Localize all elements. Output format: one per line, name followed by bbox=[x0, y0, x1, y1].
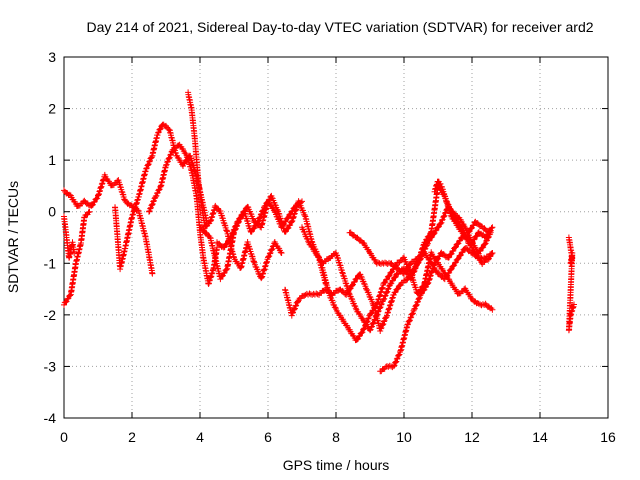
x-tick-label: 6 bbox=[264, 429, 272, 445]
x-tick-labels: 0 2 4 6 8 10 12 14 16 bbox=[60, 429, 616, 445]
series-track-11 bbox=[319, 249, 496, 344]
chart-title: Day 214 of 2021, Sidereal Day-to-day VTE… bbox=[86, 19, 593, 35]
point-markers bbox=[146, 141, 220, 287]
series-track-6 bbox=[185, 89, 285, 282]
point-markers bbox=[185, 89, 285, 282]
axis-ticks bbox=[63, 56, 609, 419]
x-tick-label: 16 bbox=[600, 429, 616, 445]
y-tick-label: 0 bbox=[48, 204, 56, 220]
y-tick-label: 3 bbox=[48, 49, 56, 65]
y-tick-label: -1 bbox=[44, 255, 57, 271]
series-track-12 bbox=[346, 229, 496, 283]
point-markers bbox=[565, 234, 577, 334]
point-markers bbox=[431, 178, 494, 257]
point-markers bbox=[346, 229, 496, 283]
point-markers bbox=[61, 208, 93, 308]
y-tick-label: 2 bbox=[48, 101, 56, 117]
point-markers bbox=[319, 249, 496, 344]
x-tick-label: 8 bbox=[332, 429, 340, 445]
y-tick-label: -3 bbox=[44, 358, 57, 374]
series-track-14 bbox=[431, 178, 494, 257]
point-markers bbox=[61, 213, 78, 261]
series-track-13 bbox=[377, 218, 492, 375]
x-tick-label: 2 bbox=[128, 429, 136, 445]
y-tick-label: 1 bbox=[48, 152, 56, 168]
y-tick-labels: -4 -3 -2 -1 0 1 2 3 bbox=[44, 49, 57, 426]
series-track-2 bbox=[61, 208, 93, 308]
x-tick-label: 0 bbox=[60, 429, 68, 445]
x-axis-label: GPS time / hours bbox=[283, 457, 390, 473]
series-track-15 bbox=[565, 234, 577, 334]
series-track-3 bbox=[61, 213, 78, 261]
x-tick-label: 12 bbox=[464, 429, 480, 445]
x-tick-label: 10 bbox=[396, 429, 412, 445]
x-tick-label: 4 bbox=[196, 429, 204, 445]
data-points bbox=[61, 89, 577, 375]
series-track-5 bbox=[146, 141, 220, 287]
y-axis-label: SDTVAR / TECUs bbox=[5, 181, 21, 293]
point-markers bbox=[377, 218, 492, 375]
y-tick-label: -4 bbox=[44, 410, 57, 426]
x-tick-label: 14 bbox=[532, 429, 548, 445]
y-tick-label: -2 bbox=[44, 307, 57, 323]
